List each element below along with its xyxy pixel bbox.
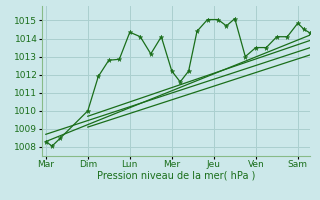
X-axis label: Pression niveau de la mer( hPa ): Pression niveau de la mer( hPa ) — [97, 171, 255, 181]
